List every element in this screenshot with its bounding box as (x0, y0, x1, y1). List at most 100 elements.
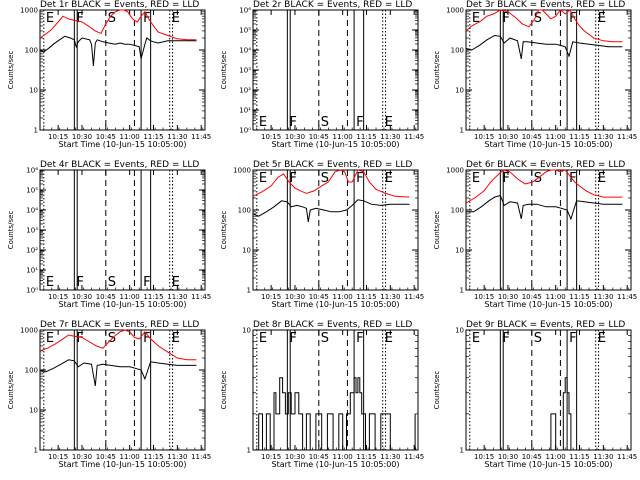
y-axis-label: Counts/sec (433, 371, 441, 410)
x-tick-label: 10:15 (261, 133, 281, 141)
y-tick-label: 10 (29, 87, 38, 95)
x-tick-label: 11:45 (617, 293, 637, 301)
x-tick-label: 11:00 (333, 293, 353, 301)
x-axis-label: Start Time (10-Jun-15 10:05:00) (485, 300, 613, 309)
x-tick-label: 11:45 (404, 453, 424, 461)
plot-frame (39, 9, 206, 131)
x-tick-label: 11:15 (356, 453, 376, 461)
x-axis-label: Start Time (10-Jun-15 10:05:00) (272, 300, 400, 309)
x-tick-label: 11:45 (191, 293, 211, 301)
x-tick-label: 11:30 (380, 453, 400, 461)
phase-marker-label: F (289, 115, 296, 130)
y-axis-label: Counts/sec (7, 371, 15, 410)
x-tick-label: 11:15 (143, 453, 163, 461)
x-tick-label: 10:15 (261, 293, 281, 301)
y-tick-label: 10³ (26, 227, 38, 235)
y-tick-label: 10¹ (239, 107, 251, 115)
x-tick-label: 11:30 (380, 133, 400, 141)
y-tick-label: 10⁴ (239, 47, 251, 55)
x-tick-label: 11:15 (356, 293, 376, 301)
panel-title: Det 1r BLACK = Events, RED = LLD (40, 0, 199, 10)
x-tick-label: 10:15 (48, 133, 68, 141)
x-tick-label: 10:45 (309, 453, 329, 461)
phase-marker-label: E (385, 171, 393, 186)
phase-marker-label: F (502, 11, 509, 26)
y-tick-label: 10⁶ (26, 167, 38, 175)
phase-marker-label: E (472, 331, 480, 346)
y-tick-label: 100 (238, 207, 251, 215)
panel-title: Det 5r BLACK = Events, RED = LLD (253, 160, 412, 170)
x-tick-label: 11:45 (617, 453, 637, 461)
phase-marker-label: E (259, 331, 267, 346)
x-tick-label: 10:30 (498, 133, 518, 141)
y-tick-label: 10 (242, 327, 251, 335)
x-tick-label: 11:00 (546, 453, 566, 461)
x-tick-label: 10:45 (309, 293, 329, 301)
events-series-line (546, 377, 573, 451)
plot-frame (465, 169, 632, 291)
phase-marker-label: F (289, 171, 296, 186)
lld-series-line (39, 329, 197, 361)
x-tick-label: 11:15 (143, 293, 163, 301)
x-tick-label: 11:45 (191, 453, 211, 461)
y-tick-label: 1 (247, 447, 251, 455)
phase-marker-label: E (472, 171, 480, 186)
phase-marker-label: E (598, 331, 606, 346)
x-tick-label: 11:00 (546, 293, 566, 301)
phase-marker-label: F (76, 275, 83, 290)
x-tick-label: 10:30 (498, 453, 518, 461)
y-tick-label: 1 (460, 127, 464, 135)
phase-marker-label: E (172, 275, 180, 290)
plot-frame (39, 329, 206, 451)
plot-frame (39, 169, 206, 291)
phase-marker-label: E (259, 171, 267, 186)
y-tick-label: 10 (455, 87, 464, 95)
x-tick-label: 10:45 (96, 293, 116, 301)
y-tick-label: 1000 (20, 327, 38, 335)
phase-marker-label: S (321, 331, 329, 346)
y-tick-label: 1 (34, 127, 38, 135)
x-tick-label: 11:00 (120, 133, 140, 141)
x-axis-label: Start Time (10-Jun-15 10:05:00) (272, 140, 400, 149)
panel-title: Det 7r BLACK = Events, RED = LLD (40, 320, 199, 330)
lld-series-line (465, 9, 623, 43)
x-tick-label: 10:30 (285, 453, 305, 461)
phase-marker-label: S (321, 171, 329, 186)
events-series-line (39, 359, 197, 386)
x-tick-label: 11:30 (167, 293, 187, 301)
y-axis-label: Counts/sec (220, 371, 228, 410)
y-tick-label: 10⁴ (26, 207, 38, 215)
y-tick-label: 10² (26, 247, 38, 255)
y-tick-label: 1000 (233, 167, 251, 175)
phase-marker-label: E (46, 331, 54, 346)
x-tick-label: 11:15 (356, 133, 376, 141)
y-axis-label: Counts/sec (433, 211, 441, 250)
y-axis-label: Counts/sec (220, 211, 228, 250)
events-series-line (252, 199, 410, 223)
y-tick-label: 1 (34, 447, 38, 455)
x-tick-label: 11:30 (167, 453, 187, 461)
y-tick-label: 10⁶ (239, 7, 251, 15)
y-tick-label: 10⁰ (239, 127, 251, 135)
phase-marker-label: F (143, 331, 150, 346)
phase-marker-label: E (385, 331, 393, 346)
phase-marker-label: F (289, 331, 296, 346)
phase-marker-label: F (356, 331, 363, 346)
x-tick-label: 11:30 (380, 293, 400, 301)
x-tick-label: 11:30 (593, 293, 613, 301)
x-tick-label: 11:00 (120, 453, 140, 461)
phase-marker-label: S (108, 11, 116, 26)
phase-marker-label: F (569, 171, 576, 186)
y-axis-label: Counts/sec (433, 51, 441, 90)
y-axis-label: Counts/sec (7, 51, 15, 90)
panel-title: Det 2r BLACK = Events, RED = LLD (253, 0, 412, 10)
y-tick-label: 1000 (446, 167, 464, 175)
x-axis-label: Start Time (10-Jun-15 10:05:00) (59, 140, 187, 149)
x-tick-label: 10:30 (72, 293, 92, 301)
x-axis-label: Start Time (10-Jun-15 10:05:00) (485, 460, 613, 469)
x-tick-label: 10:30 (285, 133, 305, 141)
